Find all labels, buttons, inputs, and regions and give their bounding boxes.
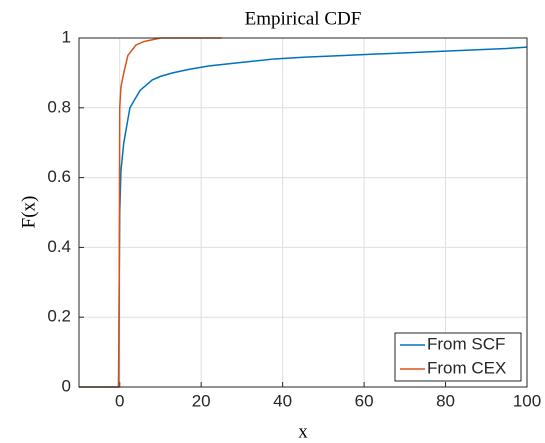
- y-tick-label: 0.2: [47, 307, 71, 326]
- y-tick-label: 0.6: [47, 167, 71, 186]
- series-line: [79, 46, 528, 388]
- y-tick-label: 0.8: [47, 97, 71, 116]
- x-axis-label: x: [298, 421, 308, 442]
- x-tick-label: 20: [192, 391, 211, 410]
- axes-box: [78, 37, 528, 388]
- x-tick-label: 80: [436, 391, 455, 410]
- y-tick-label: 0.4: [47, 237, 71, 256]
- x-tick-label: 100: [513, 391, 541, 410]
- x-tick-label: 60: [355, 391, 374, 410]
- y-tick-label: 1: [62, 27, 71, 46]
- y-tick-label: 0: [62, 376, 71, 395]
- x-tick-label: 0: [115, 391, 124, 410]
- legend-box: [394, 332, 522, 382]
- series-line: [79, 37, 222, 388]
- chart-title: Empirical CDF: [245, 8, 362, 29]
- legend-label: From CEX: [427, 358, 506, 377]
- x-tick-label: 40: [273, 391, 292, 410]
- legend: From SCF From CEX: [394, 332, 522, 382]
- legend-label: From SCF: [427, 334, 505, 353]
- y-axis-label: F(x): [18, 196, 39, 229]
